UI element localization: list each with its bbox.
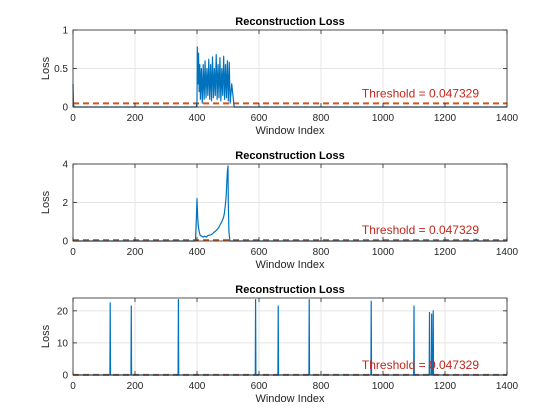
- x-tick-label: 0: [70, 381, 76, 392]
- y-axis-label: Loss: [40, 56, 52, 80]
- loss-series-line: [73, 299, 507, 376]
- loss-series-line: [73, 165, 507, 242]
- x-axis-label: Window Index: [255, 259, 325, 271]
- x-tick-label: 1200: [434, 247, 457, 258]
- x-tick-label: 1000: [372, 113, 395, 124]
- loss-plot-2: Threshold = 0.047329 0 200 400 600 800 1000 120…: [40, 150, 519, 271]
- y-tick-label: 20: [57, 306, 69, 317]
- axes-box: [72, 297, 508, 376]
- x-tick-label: 1400: [496, 247, 519, 258]
- x-tick-label: 1400: [496, 113, 519, 124]
- x-tick-label: 600: [251, 381, 268, 392]
- x-tick-label: 200: [127, 113, 144, 124]
- x-tick-label: 600: [251, 113, 268, 124]
- x-tick-label: 0: [70, 113, 76, 124]
- x-tick-label: 1000: [372, 381, 395, 392]
- y-tick-label: 1: [62, 26, 68, 37]
- y-tick-label: 10: [57, 338, 69, 349]
- y-tick-label: 0: [62, 371, 68, 382]
- x-tick-label: 1000: [372, 247, 395, 258]
- x-tick-label: 800: [313, 113, 330, 124]
- y-tick-label: 0: [62, 103, 68, 114]
- y-axis-label: Loss: [40, 190, 52, 214]
- x-tick-label: 1200: [434, 113, 457, 124]
- y-tick-label: 0: [62, 237, 68, 248]
- y-tick-label: 4: [62, 160, 68, 171]
- plot-title: Reconstruction Loss: [235, 150, 344, 162]
- x-tick-label: 200: [127, 381, 144, 392]
- x-tick-label: 600: [251, 247, 268, 258]
- loss-series-line: [72, 46, 507, 108]
- x-tick-label: 1400: [496, 381, 519, 392]
- loss-plot-1: Threshold = 0.047329 0 200 400 600 800 1000 120…: [40, 16, 519, 137]
- y-axis-label: Loss: [40, 324, 52, 348]
- threshold-label: Threshold = 0.047329: [362, 223, 479, 237]
- threshold-label: Threshold = 0.047329: [362, 86, 479, 100]
- x-tick-label: 200: [127, 247, 144, 258]
- plot-title: Reconstruction Loss: [235, 284, 344, 296]
- y-tick-label: 2: [62, 198, 68, 209]
- x-axis-label: Window Index: [255, 125, 325, 137]
- x-tick-label: 400: [189, 247, 206, 258]
- x-tick-label: 800: [313, 381, 330, 392]
- x-tick-label: 1200: [434, 381, 457, 392]
- x-axis-label: Window Index: [255, 393, 325, 405]
- x-tick-label: 0: [70, 247, 76, 258]
- plot-title: Reconstruction Loss: [235, 16, 344, 28]
- x-tick-label: 800: [313, 247, 330, 258]
- y-tick-label: 0.5: [54, 64, 68, 75]
- x-tick-label: 400: [189, 381, 206, 392]
- threshold-label: Threshold = 0.047329: [362, 358, 479, 372]
- x-tick-label: 400: [189, 113, 206, 124]
